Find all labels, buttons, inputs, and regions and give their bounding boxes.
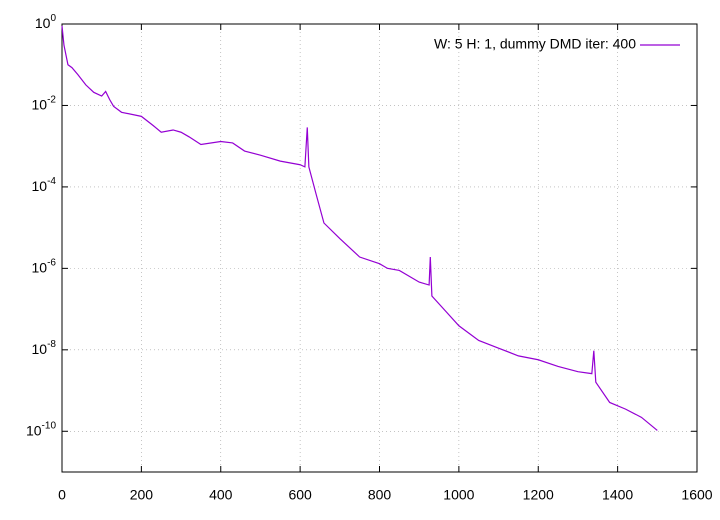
tick-base: 10 <box>32 96 48 112</box>
tick-exponent: 0 <box>50 13 56 24</box>
x-tick-label: 1200 <box>523 487 554 503</box>
y-tick-label: 10-6 <box>32 257 57 275</box>
line-series <box>61 25 658 431</box>
tick-base: 10 <box>32 341 48 357</box>
x-tick-label: 1400 <box>602 487 633 503</box>
tick-exponent: -6 <box>47 257 56 268</box>
y-tick-label: 10-4 <box>32 176 57 194</box>
y-tick-label: 10-8 <box>32 338 57 356</box>
y-tick-label: 10-10 <box>26 420 56 438</box>
tick-exponent: -4 <box>47 176 56 187</box>
x-tick-label: 1600 <box>681 487 712 503</box>
y-tick-label: 10-2 <box>32 94 57 112</box>
y-tick-label: 100 <box>35 13 57 31</box>
tick-base: 10 <box>26 422 42 438</box>
tick-exponent: -10 <box>42 420 57 431</box>
x-tick-label: 200 <box>130 487 154 503</box>
x-tick-label: 600 <box>288 487 312 503</box>
tick-base: 10 <box>32 178 48 194</box>
tick-exponent: -2 <box>47 94 56 105</box>
plot-frame <box>61 23 698 473</box>
tick-base: 10 <box>32 259 48 275</box>
x-tick-label: 400 <box>209 487 233 503</box>
x-tick-label: 800 <box>368 487 392 503</box>
tick-base: 10 <box>35 15 51 31</box>
legend-label: W: 5 H: 1, dummy DMD iter: 400 <box>434 36 636 52</box>
x-tick-label: 0 <box>58 487 66 503</box>
x-tick-label: 1000 <box>443 487 474 503</box>
tick-exponent: -8 <box>47 338 56 349</box>
